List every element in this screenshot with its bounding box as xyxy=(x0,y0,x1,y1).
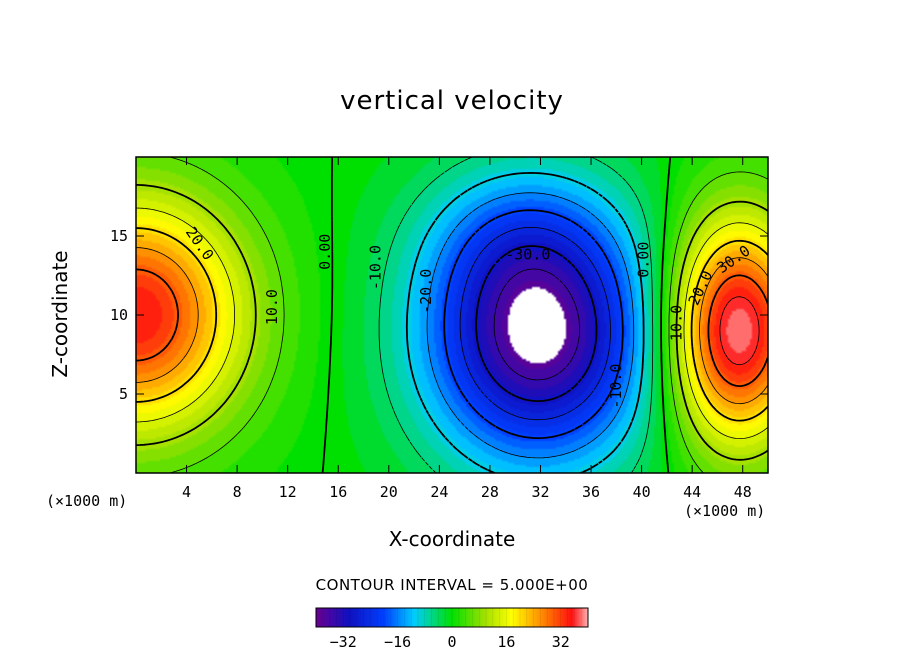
y-tick-label: 5 xyxy=(119,385,128,403)
x-axis-label: X-coordinate xyxy=(388,527,516,551)
colorbar-gradient xyxy=(315,607,589,628)
contour-label: 10.0 xyxy=(263,289,281,325)
x-unit-label-right: (×1000 m) xyxy=(684,502,766,520)
contour-label: 0.00 xyxy=(316,234,334,270)
field-raster xyxy=(136,157,768,473)
colorbar-tick-label: 0 xyxy=(447,633,456,651)
colorbar: −32 −16 0 16 32 xyxy=(315,607,589,651)
x-tick-label: 36 xyxy=(582,483,600,501)
colorbar-tick-label: −16 xyxy=(384,633,411,651)
x-tick-label: 44 xyxy=(683,483,701,501)
x-axis-ticks: 4 8 12 16 20 24 28 32 36 40 44 48 xyxy=(182,157,752,501)
contour-label: -20.0 xyxy=(417,269,435,314)
contour-line xyxy=(405,172,645,473)
y-axis-label: Z-coordinate xyxy=(48,250,72,378)
heatmap-field: 20.010.00.00 -10.0-20.0-30.0-10.00.0010.0… xyxy=(136,157,768,473)
colorbar-tick-label: 32 xyxy=(552,633,570,651)
x-tick-label: 20 xyxy=(380,483,398,501)
x-tick-label: 40 xyxy=(633,483,651,501)
y-tick-label: 10 xyxy=(110,306,128,324)
y-tick-label: 15 xyxy=(110,227,128,245)
y-axis-ticks: 5 10 15 xyxy=(110,227,768,403)
contour-line xyxy=(426,192,635,459)
contour-line xyxy=(493,268,580,381)
x-tick-label: 32 xyxy=(531,483,549,501)
x-unit-label-left: (×1000 m) xyxy=(46,492,128,510)
chart-title: vertical velocity xyxy=(340,86,564,116)
contour-line xyxy=(321,157,672,473)
contour-line xyxy=(459,227,611,421)
contour-interval-text: CONTOUR INTERVAL = 5.000E+00 xyxy=(315,576,589,594)
x-tick-label: 48 xyxy=(734,483,752,501)
contour-lines xyxy=(136,157,768,473)
contour-line xyxy=(378,157,654,473)
colorbar-bands xyxy=(322,608,582,627)
x-tick-label: 16 xyxy=(329,483,347,501)
colorbar-ticks: −32 −16 0 16 32 xyxy=(330,633,570,651)
contour-line xyxy=(475,245,598,402)
x-tick-label: 8 xyxy=(233,483,242,501)
x-tick-label: 4 xyxy=(182,483,191,501)
contour-label: -10.0 xyxy=(367,245,385,290)
contour-label: 0.00 xyxy=(635,242,653,278)
contour-line xyxy=(443,209,624,439)
contour-line xyxy=(136,268,768,387)
colorbar-tick-label: 16 xyxy=(497,633,515,651)
contour-line xyxy=(136,207,768,439)
contour-label: 10.0 xyxy=(667,305,685,341)
contour-line xyxy=(136,247,768,405)
contour-label: -30.0 xyxy=(505,245,550,263)
contour-label: -10.0 xyxy=(607,364,625,409)
colorbar-tick-label: −32 xyxy=(330,633,357,651)
contour-line xyxy=(136,227,768,422)
contour-line xyxy=(719,296,760,366)
x-tick-label: 24 xyxy=(430,483,448,501)
x-tick-label: 28 xyxy=(481,483,499,501)
contour-line xyxy=(136,184,768,461)
x-tick-label: 12 xyxy=(279,483,297,501)
